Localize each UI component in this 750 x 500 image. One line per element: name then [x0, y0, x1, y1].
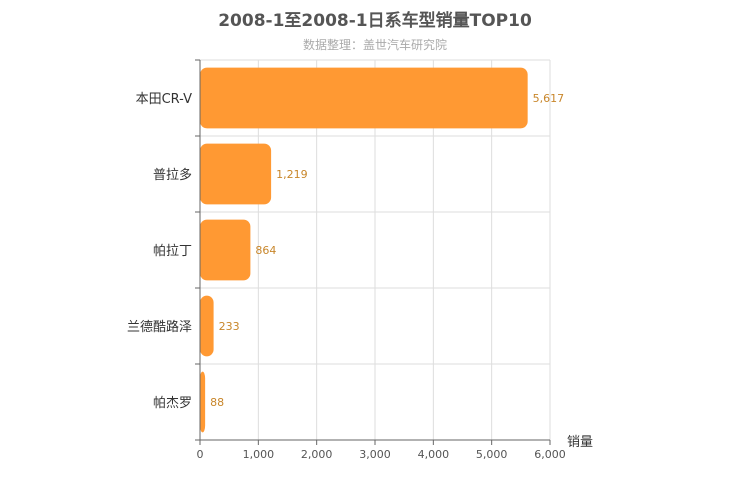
category-label: 普拉多: [153, 167, 192, 183]
value-label: 1,219: [276, 168, 308, 181]
category-label: 帕拉丁: [153, 244, 192, 259]
category-label: 本田CR-V: [136, 92, 193, 107]
x-tick-label: 2,000: [301, 448, 333, 461]
x-tick-label: 5,000: [476, 448, 508, 461]
bar: [200, 371, 206, 433]
bar: [200, 143, 272, 205]
x-tick-label: 3,000: [359, 448, 391, 461]
chart-subtitle: 数据整理：盖世汽车研究院: [302, 38, 447, 52]
chart-title: 2008-1至2008-1日系车型销量TOP10: [218, 11, 532, 31]
value-label: 88: [210, 396, 224, 409]
x-tick-label: 1,000: [243, 448, 275, 461]
category-label: 兰德酷路泽: [127, 319, 192, 335]
value-label: 233: [219, 320, 240, 333]
x-tick-label: 4,000: [418, 448, 450, 461]
bar: [200, 219, 251, 281]
value-label: 5,617: [533, 92, 565, 105]
category-label: 帕杰罗: [153, 396, 192, 411]
x-tick-label: 6,000: [534, 448, 566, 461]
value-label: 864: [255, 244, 276, 257]
bar: [200, 295, 214, 357]
x-tick-label: 0: [197, 448, 204, 461]
bar: [200, 67, 528, 129]
x-axis-name: 销量: [567, 435, 593, 450]
